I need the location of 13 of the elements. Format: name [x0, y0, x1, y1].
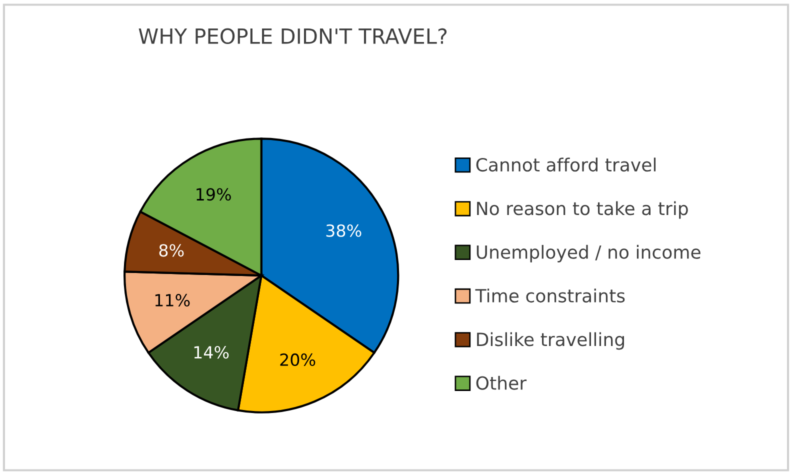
- data-label: 8%: [159, 244, 184, 257]
- legend-label: Dislike travelling: [477, 332, 624, 350]
- legend-label: Cannot afford travel: [476, 158, 656, 172]
- data-label: 19%: [196, 188, 231, 201]
- legend-label: Unemployed / no income: [476, 244, 700, 262]
- legend-label: Other: [476, 376, 527, 390]
- legend-label: Time constraints: [475, 288, 625, 303]
- data-label: 20%: [280, 353, 316, 366]
- data-label: 14%: [194, 346, 229, 359]
- data-label: 38%: [326, 224, 362, 237]
- legend-label: No reason to take a trip: [477, 201, 688, 219]
- data-label: 11%: [155, 294, 190, 307]
- chart-title: WHY PEOPLE DIDN'T TRAVEL?: [138, 28, 447, 44]
